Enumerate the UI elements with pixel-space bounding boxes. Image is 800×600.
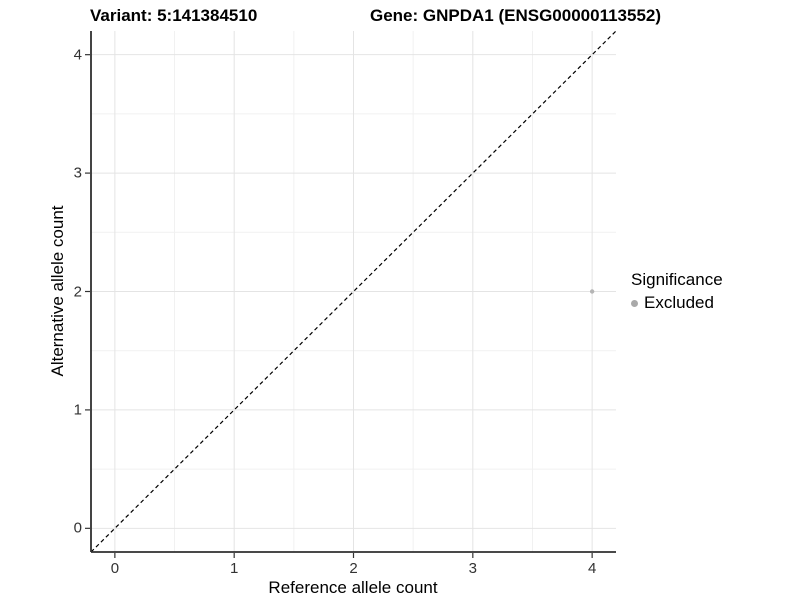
x-tick-label: 0 <box>110 560 120 577</box>
y-tick-label: 1 <box>73 401 82 419</box>
x-tick-label: 2 <box>349 560 358 577</box>
variant-title: Variant: 5:141384510 <box>90 6 258 25</box>
legend-title: Significance <box>631 270 723 289</box>
plot-canvas <box>85 30 617 558</box>
legend-item-label: Excluded <box>644 293 714 312</box>
excluded-dot-icon <box>631 299 638 307</box>
y-tick-label: 0 <box>73 519 82 537</box>
y-tick-label: 3 <box>73 164 82 182</box>
y-tick-label: 4 <box>73 46 82 64</box>
plot-panel: 0 1 2 3 4 0 1 2 3 4 <box>74 30 617 576</box>
x-tick-label: 4 <box>587 560 597 577</box>
legend-item-excluded: Excluded <box>631 293 723 313</box>
x-tick-label: 1 <box>230 560 239 577</box>
y-tick-label: 2 <box>73 283 82 300</box>
y-axis-title: Alternative allele count <box>48 205 67 377</box>
x-axis-title: Reference allele count <box>268 578 438 597</box>
data-point-excluded <box>589 289 595 294</box>
legend: Significance Excluded <box>631 270 723 313</box>
x-tick-label: 3 <box>468 560 477 577</box>
gene-title: Gene: GNPDA1 (ENSG00000113552) <box>370 6 662 25</box>
identity-reference-line <box>90 30 617 553</box>
